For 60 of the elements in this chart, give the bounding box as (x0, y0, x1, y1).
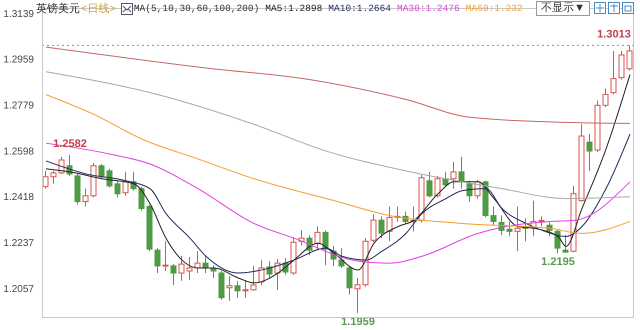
y-tick-label: 1.2779 (3, 100, 34, 112)
candlestick (618, 50, 624, 80)
text: MA10:1.2664 (328, 3, 392, 14)
candlestick (170, 264, 176, 286)
y-tick-label: 1.2057 (3, 284, 34, 295)
candlestick (98, 164, 104, 180)
annotation: 1.2582 (53, 138, 87, 150)
y-tick-label: 1.2959 (3, 54, 34, 66)
candlestick (338, 248, 344, 268)
text: MA5:1.2898 (265, 3, 322, 14)
candlestick (378, 216, 384, 239)
chart-title: 英镑美元 (36, 2, 80, 16)
candlestick (354, 277, 360, 314)
candlestick (138, 186, 144, 212)
candlestick (186, 256, 192, 280)
chart-subtitle: <日线> (81, 2, 116, 16)
candlestick (50, 170, 56, 184)
line-series (46, 94, 630, 234)
candlestick (250, 265, 256, 292)
text: MA30:1.2476 (397, 3, 460, 14)
annotation: 1.3013 (597, 28, 631, 40)
line-series (46, 46, 630, 124)
candlestick (154, 248, 160, 274)
candlestick (42, 170, 48, 190)
candlestick (610, 50, 616, 95)
candlestick (450, 161, 456, 190)
candlestick (162, 240, 168, 272)
line-series (46, 74, 630, 284)
candlestick (226, 275, 232, 302)
candlestick (82, 188, 88, 207)
candlestick (314, 226, 320, 251)
candlestick (122, 171, 128, 196)
annotation: MA(5,10,30,60,100,200) (134, 3, 260, 14)
candlestick (506, 220, 512, 237)
candlestick (178, 256, 184, 282)
candlestick (586, 134, 592, 172)
candlestick (386, 206, 392, 242)
candlestick (114, 180, 120, 198)
candlestick (562, 234, 568, 254)
y-tick-label: 1.2418 (3, 192, 34, 204)
y-tick-label: 1.3139 (3, 8, 34, 20)
candlestick (210, 264, 216, 278)
candlestick (466, 180, 472, 202)
candlestick (490, 206, 496, 226)
candlestick (458, 156, 464, 190)
candlestick (434, 175, 440, 198)
y-tick-label: 1.2598 (3, 146, 34, 158)
y-tick-label: 1.2237 (3, 238, 34, 250)
annotation: 不显示▼ (536, 1, 590, 16)
candlestick (514, 206, 520, 252)
text: MA60:1.232 (466, 3, 523, 14)
candlestick (626, 44, 632, 72)
candlestick (602, 88, 608, 108)
annotation: 1.2195 (541, 256, 575, 268)
candlestick (242, 279, 248, 298)
candlestick (346, 265, 352, 296)
candlestick (426, 171, 432, 198)
candlestick (370, 214, 376, 243)
line-series (46, 71, 630, 200)
candlestick (234, 280, 240, 298)
